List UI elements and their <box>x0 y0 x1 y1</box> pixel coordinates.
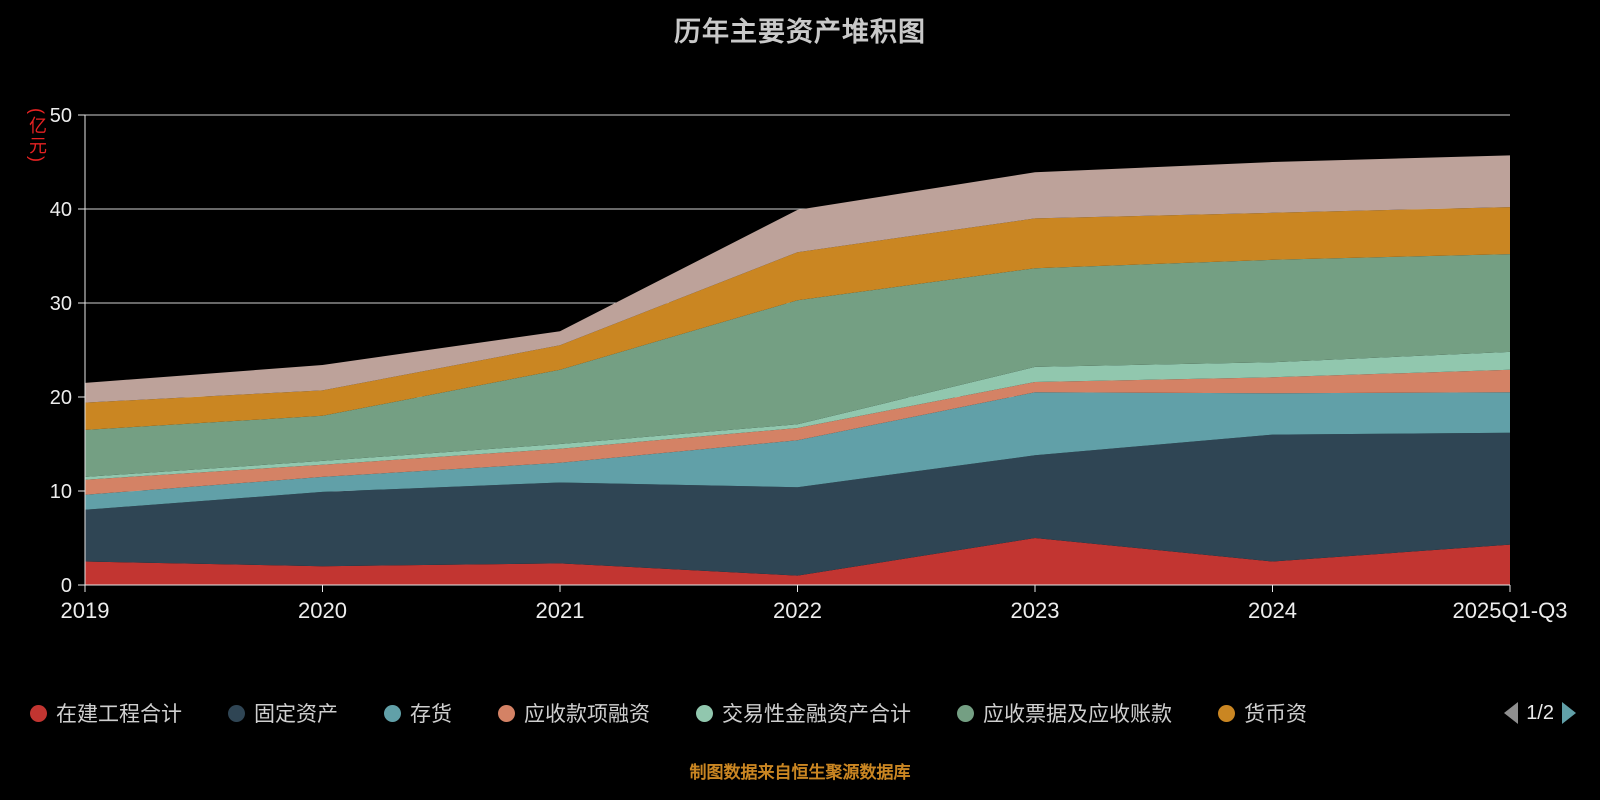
legend-item-2[interactable]: 固定资产 <box>228 698 338 728</box>
legend-label: 在建工程合计 <box>56 703 182 726</box>
y-tick-label-50: 50 <box>50 105 72 127</box>
x-tick-label-2024: 2024 <box>1248 598 1297 623</box>
area-series-5-交易性金融资产合计 <box>85 351 1510 480</box>
legend-item-7[interactable]: 货币资 <box>1218 698 1307 728</box>
x-tick-label-2025Q1-Q3: 2025Q1-Q3 <box>1453 598 1568 623</box>
legend-label: 存货 <box>410 703 452 726</box>
y-tick-label-10: 10 <box>50 481 72 503</box>
legend-item-1[interactable]: 在建工程合计 <box>30 698 182 728</box>
legend-marker-icon <box>228 704 245 722</box>
legend-marker-icon <box>498 704 515 722</box>
legend-item-4[interactable]: 应收款项融资 <box>498 698 650 728</box>
area-series-6-应收票据及应收账款 <box>85 254 1510 477</box>
legend-marker-icon <box>696 704 713 722</box>
legend-marker-icon <box>1218 704 1235 722</box>
y-axis-unit-label: (亿元) <box>27 108 47 164</box>
legend-label: 货币资 <box>1244 703 1307 726</box>
legend-pagination: 1/2 <box>1504 702 1576 725</box>
area-series-8 <box>85 155 1510 403</box>
legend-page-indicator: 1/2 <box>1526 701 1554 724</box>
chart-title: 历年主要资产堆积图 <box>674 17 926 47</box>
x-tick-label-2019: 2019 <box>61 598 110 623</box>
y-tick-label-20: 20 <box>50 387 72 409</box>
legend-item-3[interactable]: 存货 <box>384 698 452 728</box>
area-series-4-应收款项融资 <box>85 369 1510 495</box>
area-series-2-固定资产 <box>85 432 1510 576</box>
legend: 在建工程合计 固定资产 存货 应收款项融资 交易性金融资产合计 应收票据及应收账款 货币资 … <box>30 698 1576 728</box>
legend-label: 交易性金融资产合计 <box>722 703 911 726</box>
area-series-7-货币资 <box>85 207 1510 430</box>
x-tick-label-2023: 2023 <box>1011 598 1060 623</box>
x-tick-label-2020: 2020 <box>298 598 347 623</box>
x-tick-label-2022: 2022 <box>773 598 822 623</box>
y-tick-label-30: 30 <box>50 293 72 315</box>
legend-item-5[interactable]: 交易性金融资产合计 <box>696 698 911 728</box>
legend-label: 应收款项融资 <box>524 703 650 726</box>
legend-marker-icon <box>384 704 401 722</box>
legend-prev-icon[interactable] <box>1504 702 1519 724</box>
legend-label: 应收票据及应收账款 <box>983 703 1172 726</box>
area-series-3-存货 <box>85 392 1510 510</box>
legend-marker-icon <box>30 704 47 722</box>
y-tick-label-0: 0 <box>61 575 72 597</box>
stacked-area-chart[interactable]: 0 10 20 30 40 50 2019 2020 2021 2022 2023 2024 2025Q… <box>0 0 1600 680</box>
legend-label: 固定资产 <box>254 703 338 726</box>
x-tick-label-2021: 2021 <box>536 598 585 623</box>
legend-item-6[interactable]: 应收票据及应收账款 <box>957 698 1172 728</box>
data-source-caption: 制图数据来自恒生聚源数据库 <box>689 763 911 782</box>
legend-items: 在建工程合计 固定资产 存货 应收款项融资 交易性金融资产合计 应收票据及应收账款 货币资 <box>30 698 1307 728</box>
legend-next-icon[interactable] <box>1562 702 1576 724</box>
legend-marker-icon <box>957 704 974 722</box>
y-tick-label-40: 40 <box>50 199 72 221</box>
